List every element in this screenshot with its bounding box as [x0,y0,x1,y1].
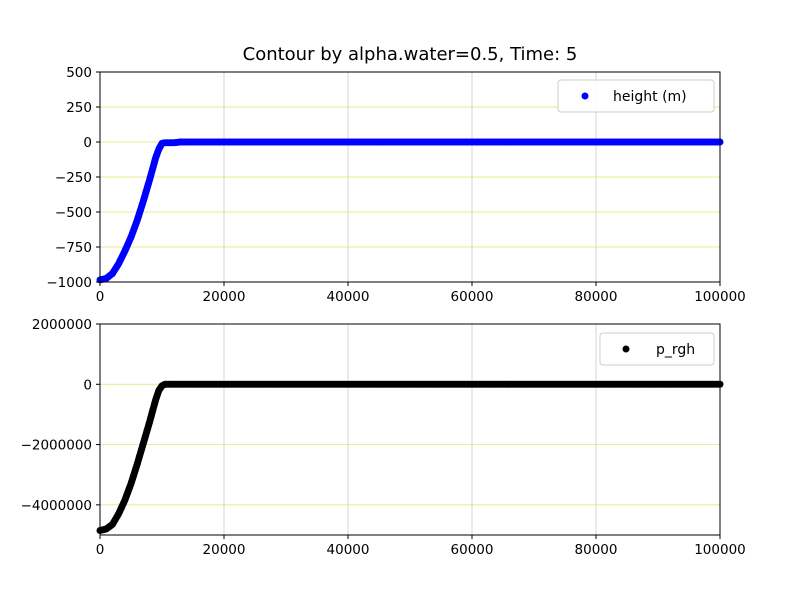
x-tick-label: 20000 [203,542,246,558]
x-tick-label: 80000 [575,542,618,558]
legend: height (m) [557,79,715,113]
y-tick-label: −1000 [46,275,92,291]
axes-frame [99,323,721,536]
y-tick-label: −4000000 [21,498,92,514]
y-tick-label: −250 [55,170,92,186]
legend-box [599,332,715,366]
subplot-p-rgh: 0 20000 40000 60000 80000 100000 2000000 0 −2000… [21,317,746,558]
y-tick-label: 500 [66,65,92,81]
chart-title: Contour by alpha.water=0.5, Time: 5 [243,44,578,65]
data-points [96,138,724,284]
subplot-height: 0 20000 40000 60000 80000 100000 500 250 0 −250 −5… [46,65,745,305]
axis-ticks: 0 20000 40000 60000 80000 100000 500 250 0 −250 −5… [46,65,745,305]
y-tick-label: 2000000 [32,317,92,333]
x-tick-label: 0 [96,289,105,305]
axis-ticks: 0 20000 40000 60000 80000 100000 2000000 0 −2000… [21,317,746,558]
legend-label: p_rgh [656,342,695,358]
x-tick-label: 0 [96,542,105,558]
x-tick-label: 40000 [327,542,370,558]
y-tick-label: −500 [55,205,92,221]
y-tick-label: 0 [83,135,92,151]
x-tick-label: 20000 [203,289,246,305]
legend-marker [622,345,630,353]
x-tick-label: 100000 [694,542,746,558]
data-points [96,380,724,534]
x-tick-label: 100000 [694,289,746,305]
legend-marker [581,92,589,100]
legend-label: height (m) [613,89,687,105]
x-tick-label: 80000 [575,289,618,305]
x-tick-label: 60000 [451,542,494,558]
y-tick-label: 0 [83,377,92,393]
x-tick-label: 60000 [451,289,494,305]
x-tick-label: 40000 [327,289,370,305]
legend-box [557,79,715,113]
y-tick-label: 250 [66,100,92,116]
legend: p_rgh [599,332,715,366]
y-tick-label: −750 [55,240,92,256]
y-tick-label: −2000000 [21,438,92,454]
